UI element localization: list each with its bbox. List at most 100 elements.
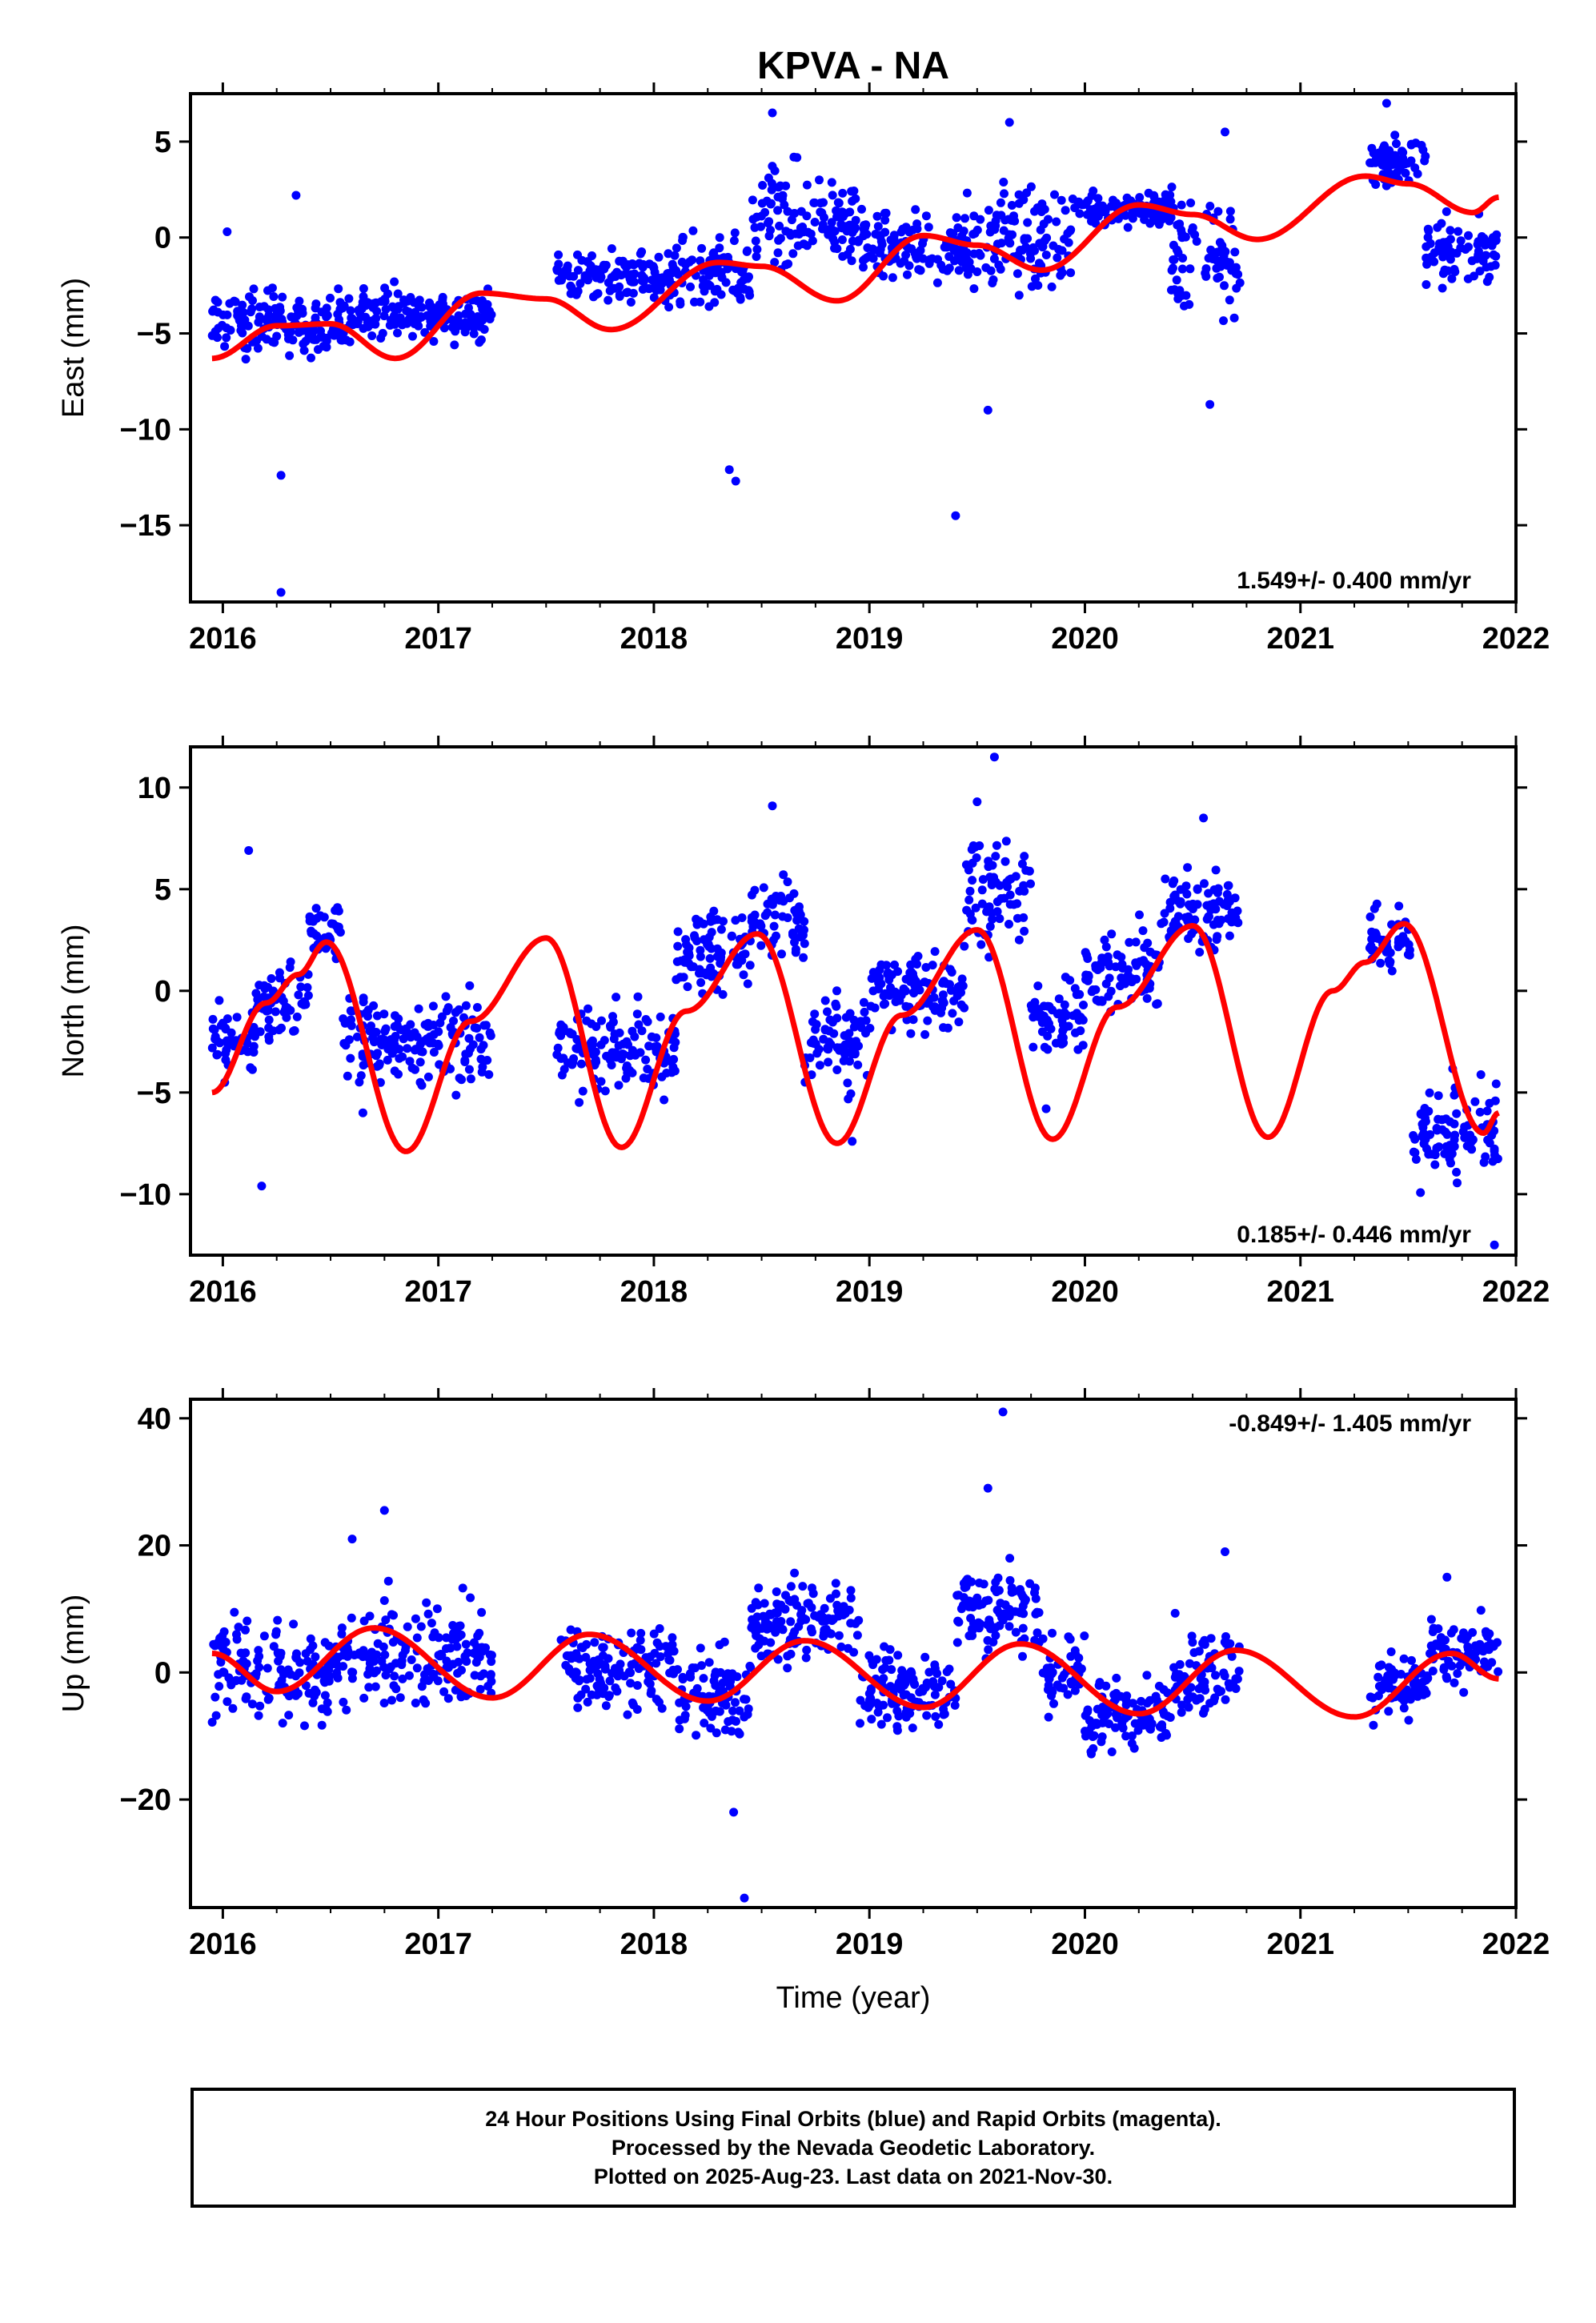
data-point: [701, 969, 710, 977]
data-point: [1065, 1635, 1075, 1644]
data-point: [274, 1656, 283, 1666]
x-tick-label: 2020: [1051, 622, 1119, 656]
data-point: [711, 1707, 720, 1715]
data-point: [373, 1639, 383, 1648]
data-point: [1019, 195, 1029, 204]
data-point: [1131, 937, 1141, 947]
data-point: [1398, 148, 1408, 157]
data-point: [1365, 912, 1375, 921]
panel-1: 2016 2017 2018 2019 2020 2021 2022 5 0 −5 −10 −15 Ea…: [57, 82, 1550, 656]
data-point: [930, 1663, 940, 1673]
data-point: [1034, 1005, 1044, 1014]
data-point: [912, 219, 922, 229]
data-point: [395, 1045, 404, 1054]
data-point: [601, 1701, 611, 1711]
data-point: [1224, 881, 1233, 890]
data-point: [763, 908, 772, 917]
data-point: [458, 1583, 467, 1593]
y-tick-label: 0: [154, 975, 171, 1009]
data-point: [442, 1644, 451, 1653]
data-point: [857, 204, 866, 214]
data-point: [481, 1021, 491, 1030]
x-tick-label: 2022: [1482, 1275, 1550, 1309]
data-point: [1109, 195, 1117, 205]
data-point: [1430, 1160, 1440, 1170]
y-tick-label: −10: [120, 413, 171, 447]
data-point: [407, 1063, 417, 1073]
data-point: [988, 275, 998, 284]
data-point: [868, 968, 878, 977]
data-point: [922, 1678, 932, 1687]
data-point: [696, 978, 706, 987]
data-point: [1195, 1694, 1205, 1703]
data-point: [292, 1012, 302, 1021]
data-point: [968, 1626, 977, 1635]
data-point: [1204, 912, 1213, 921]
data-point: [554, 250, 563, 259]
data-point: [1128, 1699, 1137, 1708]
data-point: [578, 1086, 587, 1096]
data-point: [608, 1012, 617, 1021]
data-point: [1446, 255, 1455, 264]
data-point: [874, 985, 883, 993]
data-point: [214, 1640, 223, 1650]
data-point: [1463, 1631, 1472, 1641]
data-point: [875, 1702, 884, 1711]
data-point: [977, 885, 987, 895]
data-point: [253, 1656, 263, 1666]
data-point: [311, 303, 320, 313]
data-point: [705, 953, 715, 963]
data-point: [950, 1700, 960, 1710]
data-point: [878, 1665, 888, 1675]
data-point: [1409, 1131, 1418, 1140]
data-point: [743, 979, 752, 989]
data-point: [910, 1679, 920, 1689]
data-point: [1065, 976, 1075, 985]
data-point: [1420, 156, 1430, 166]
data-point: [1409, 1147, 1418, 1157]
data-point: [954, 1591, 963, 1600]
data-point: [834, 199, 844, 208]
data-point: [1445, 1141, 1454, 1150]
data-point: [1020, 926, 1029, 936]
data-point: [1485, 1138, 1494, 1148]
data-point: [1482, 1106, 1492, 1116]
data-point: [1195, 948, 1205, 957]
data-point: [692, 1731, 701, 1740]
data-point: [908, 225, 917, 235]
data-point: [1213, 888, 1222, 897]
data-point: [736, 278, 746, 287]
data-point: [868, 244, 877, 254]
data-point: [1111, 962, 1121, 972]
data-point: [284, 1711, 294, 1720]
data-point: [832, 1589, 840, 1599]
data-point: [985, 921, 995, 931]
data-point: [342, 1705, 351, 1715]
data-point: [451, 327, 460, 336]
data-point: [622, 1037, 632, 1046]
data-point: [615, 1028, 624, 1037]
data-point: [567, 283, 576, 292]
data-point: [609, 1034, 619, 1044]
data-point: [1175, 1671, 1185, 1680]
data-point: [416, 1622, 426, 1631]
data-point: [991, 852, 1001, 861]
data-point: [712, 284, 722, 294]
x-tick-label: 2020: [1051, 1275, 1119, 1309]
data-point: [769, 921, 779, 931]
data-point: [960, 941, 969, 951]
data-point: [1064, 1021, 1073, 1031]
data-point: [249, 1041, 259, 1051]
data-point: [423, 1609, 433, 1619]
data-point: [636, 1635, 645, 1645]
data-point: [962, 248, 972, 258]
data-point: [1064, 238, 1073, 247]
data-point: [994, 260, 1004, 270]
data-point: [614, 1081, 624, 1090]
data-point: [632, 1009, 642, 1019]
data-point: [1446, 1158, 1455, 1168]
data-point: [1058, 1033, 1068, 1042]
data-point: [554, 275, 563, 285]
data-point: [479, 1041, 488, 1050]
data-point: [583, 1697, 592, 1707]
